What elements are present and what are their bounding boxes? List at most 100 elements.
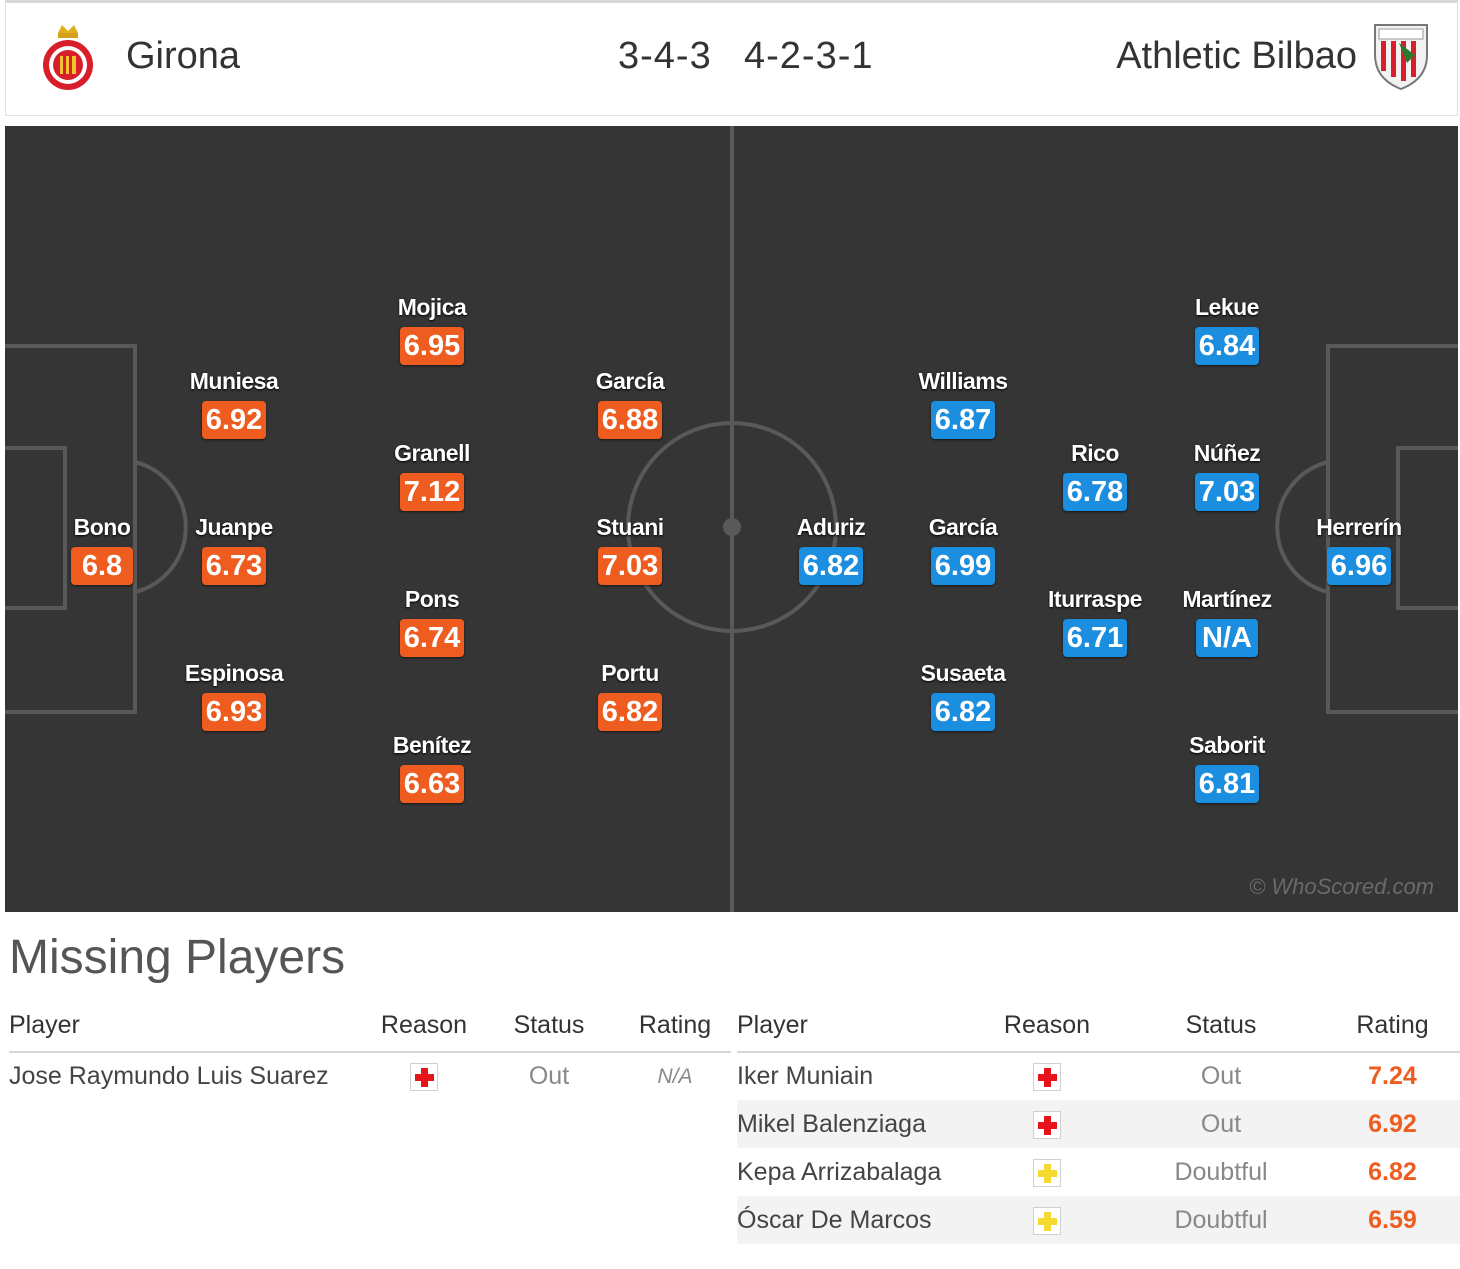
player-rating-badge: 6.63 (399, 765, 465, 803)
home-player[interactable]: Granell 7.12 (362, 440, 502, 511)
away-player[interactable]: Susaeta 6.82 (893, 660, 1033, 731)
player-name[interactable]: Juanpe (195, 514, 273, 540)
home-player[interactable]: Stuani 7.03 (560, 514, 700, 585)
player-name[interactable]: Rico (1071, 440, 1119, 466)
player-name[interactable]: Muniesa (189, 368, 279, 394)
player-rating-badge: 7.12 (399, 473, 465, 511)
match-header: Girona 3-4-3 4-2-3-1 Athletic Bilbao (5, 0, 1458, 116)
player-rating-badge: 6.87 (930, 401, 996, 439)
col-player: Player (9, 1000, 369, 1053)
status-cell: Doubtful (1174, 1157, 1268, 1186)
missing-player-row: Mikel Balenziaga Out 6.92 (737, 1100, 1460, 1148)
home-player[interactable]: García 6.88 (560, 368, 700, 439)
home-team-name[interactable]: Girona (126, 35, 241, 77)
missing-player-name[interactable]: Mikel Balenziaga (737, 1100, 977, 1148)
player-name[interactable]: Williams (918, 368, 1008, 394)
col-player: Player (737, 1000, 977, 1053)
col-status: Status (479, 1000, 619, 1053)
player-name[interactable]: Pons (404, 586, 460, 612)
reason-cell (369, 1052, 479, 1100)
player-name[interactable]: Espinosa (184, 660, 284, 686)
col-rating: Rating (1325, 1000, 1460, 1053)
status-cell: Doubtful (1117, 1196, 1325, 1244)
reason-cell (977, 1196, 1117, 1244)
injury-icon (1033, 1110, 1061, 1139)
player-rating-badge: 6.99 (930, 547, 996, 585)
away-player[interactable]: Herrerín 6.96 (1289, 514, 1429, 585)
player-name[interactable]: Lekue (1195, 294, 1259, 320)
player-rating-badge: 6.84 (1194, 327, 1260, 365)
home-formation: 3-4-3 (618, 35, 712, 77)
player-name[interactable]: García (595, 368, 665, 394)
reason-cell (977, 1100, 1117, 1148)
away-player[interactable]: Williams 6.87 (893, 368, 1033, 439)
home-player[interactable]: Juanpe 6.73 (164, 514, 304, 585)
rating-cell: 6.82 (1368, 1157, 1417, 1186)
home-player[interactable]: Benítez 6.63 (362, 732, 502, 803)
player-rating-badge: 7.03 (1194, 473, 1260, 511)
away-player[interactable]: Núñez 7.03 (1157, 440, 1297, 511)
rating-cell: N/A (657, 1064, 693, 1088)
pitch-markings (5, 126, 1458, 912)
home-player[interactable]: Bono 6.8 (32, 514, 172, 585)
status-cell: Out (528, 1062, 570, 1090)
away-missing-table: Player Reason Status Rating Iker Muniain… (737, 1000, 1460, 1244)
player-rating-badge: 7.03 (597, 547, 663, 585)
home-player[interactable]: Espinosa 6.93 (164, 660, 304, 731)
player-rating-badge: 6.93 (201, 693, 267, 731)
away-player[interactable]: Saborit 6.81 (1157, 732, 1297, 803)
home-player[interactable]: Muniesa 6.92 (164, 368, 304, 439)
away-player[interactable]: Iturraspe 6.71 (1025, 586, 1165, 657)
missing-player-name[interactable]: Óscar De Marcos (737, 1196, 977, 1244)
col-reason: Reason (369, 1000, 479, 1053)
girona-crest-icon (43, 25, 93, 90)
player-name[interactable]: Stuani (596, 514, 664, 540)
player-rating-badge: 6.96 (1326, 547, 1392, 585)
player-rating-badge: 6.92 (201, 401, 267, 439)
player-rating-badge: N/A (1196, 619, 1258, 657)
player-name[interactable]: Benítez (392, 732, 472, 758)
player-rating-badge: 6.82 (798, 547, 864, 585)
away-player[interactable]: Martínez N/A (1157, 586, 1297, 657)
missing-player-name[interactable]: Kepa Arrizabalaga (737, 1157, 942, 1186)
player-name[interactable]: Portu (601, 660, 659, 686)
player-rating-badge: 6.71 (1062, 619, 1128, 657)
player-name[interactable]: Aduriz (796, 514, 866, 540)
player-rating-badge: 6.82 (597, 693, 663, 731)
away-team-name[interactable]: Athletic Bilbao (1116, 35, 1357, 77)
player-name[interactable]: Granell (394, 440, 470, 466)
player-name[interactable]: Iturraspe (1048, 586, 1142, 612)
missing-player-name[interactable]: Iker Muniain (737, 1062, 874, 1090)
home-player[interactable]: Portu 6.82 (560, 660, 700, 731)
away-player[interactable]: Lekue 6.84 (1157, 294, 1297, 365)
status-cell: Out (1200, 1062, 1242, 1090)
away-formation: 4-2-3-1 (744, 35, 874, 77)
player-name[interactable]: Martínez (1182, 586, 1272, 612)
player-rating-badge: 6.95 (399, 327, 465, 365)
missing-player-name[interactable]: Jose Raymundo Luis Suarez (9, 1062, 329, 1090)
player-name[interactable]: Mojica (397, 294, 467, 320)
home-player[interactable]: Mojica 6.95 (362, 294, 502, 365)
player-rating-badge: 6.82 (930, 693, 996, 731)
home-missing-table: Player Reason Status Rating Jose Raymund… (9, 1000, 731, 1100)
away-player[interactable]: Rico 6.78 (1025, 440, 1165, 511)
player-name[interactable]: Herrerín (1316, 514, 1402, 540)
player-name[interactable]: Susaeta (920, 660, 1006, 686)
home-player[interactable]: Pons 6.74 (362, 586, 502, 657)
missing-player-row: Kepa Arrizabalaga Doubtful 6.82 (737, 1148, 1460, 1196)
rating-cell: 6.59 (1325, 1196, 1460, 1244)
player-name[interactable]: García (928, 514, 998, 540)
reason-cell (977, 1052, 1117, 1100)
doubtful-icon (1033, 1206, 1061, 1235)
injury-icon (410, 1063, 438, 1092)
player-name[interactable]: Bono (73, 514, 131, 540)
col-status: Status (1117, 1000, 1325, 1053)
player-rating-badge: 6.74 (399, 619, 465, 657)
player-rating-badge: 6.78 (1062, 473, 1128, 511)
player-name[interactable]: Saborit (1189, 732, 1265, 758)
player-name[interactable]: Núñez (1193, 440, 1261, 466)
away-player[interactable]: García 6.99 (893, 514, 1033, 585)
missing-player-row: Iker Muniain Out 7.24 (737, 1052, 1460, 1100)
away-player[interactable]: Aduriz 6.82 (761, 514, 901, 585)
doubtful-icon (1033, 1158, 1061, 1187)
